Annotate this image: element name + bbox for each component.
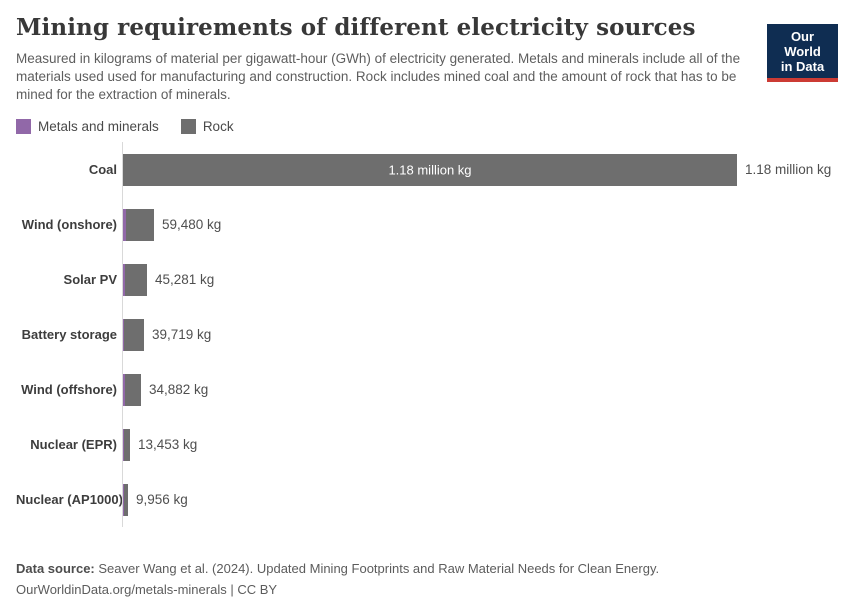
bar-wind-onshore[interactable] (123, 208, 154, 241)
bar-segment-metals[interactable] (123, 483, 124, 516)
category-label-wind-onshore: Wind (onshore) (21, 217, 117, 232)
chart-page: Mining requirements of different electri… (0, 14, 850, 597)
legend-label-rock: Rock (202, 119, 234, 134)
legend-item-metals: Metals and minerals (16, 119, 159, 134)
bar-segment-rock[interactable] (124, 483, 128, 516)
bar-zone: 9,956 kg (122, 472, 834, 527)
data-source-label: Data source: (16, 561, 95, 576)
owid-logo[interactable]: Our World in Data (767, 24, 838, 82)
bar-nuclear-epr[interactable] (123, 428, 130, 461)
bar-segment-metals[interactable] (123, 263, 125, 296)
chart-footer: Data source: Seaver Wang et al. (2024). … (16, 558, 659, 600)
bar-nuclear-ap1000[interactable] (123, 483, 128, 516)
bar-segment-metals[interactable] (123, 208, 126, 241)
chart-row-wind-offshore: Wind (offshore) 34,882 kg (16, 362, 834, 417)
value-label-nuclear-ap1000: 9,956 kg (136, 492, 188, 507)
chart-row-battery-storage: Battery storage 39,719 kg (16, 307, 834, 362)
bar-coal[interactable]: 1.18 million kg (123, 153, 737, 186)
category-label-wind-offshore: Wind (offshore) (21, 382, 117, 397)
bar-wind-offshore[interactable] (123, 373, 141, 406)
legend-label-metals: Metals and minerals (38, 119, 159, 134)
legend-item-rock: Rock (180, 119, 234, 134)
citation-line[interactable]: OurWorldinData.org/metals-minerals | CC … (16, 582, 278, 597)
bar-segment-rock[interactable] (123, 153, 737, 186)
data-source-line: Data source: Seaver Wang et al. (2024). … (16, 558, 659, 579)
bar-segment-rock[interactable] (124, 428, 130, 461)
owid-logo-line1: Our World (784, 29, 821, 59)
bar-segment-rock[interactable] (125, 263, 147, 296)
value-label-coal: 1.18 million kg (745, 162, 832, 177)
chart-subtitle: Measured in kilograms of material per gi… (16, 51, 741, 102)
category-label-nuclear-ap1000: Nuclear (AP1000) (16, 492, 123, 507)
page-title: Mining requirements of different electri… (16, 14, 696, 41)
value-label-nuclear-epr: 13,453 kg (138, 437, 198, 452)
bar-segment-metals[interactable] (123, 428, 124, 461)
bar-segment-rock[interactable] (125, 373, 141, 406)
value-label-wind-offshore: 34,882 kg (149, 382, 209, 397)
legend-swatch-rock-icon (180, 119, 196, 134)
bar-zone: 1.18 million kg 1.18 million kg (122, 142, 834, 197)
bar-zone: 13,453 kg (122, 417, 834, 472)
bar-segment-metals[interactable] (123, 318, 124, 351)
category-label-nuclear-epr: Nuclear (EPR) (30, 437, 117, 452)
bar-segment-metals[interactable] (123, 373, 125, 406)
bar-inside-value-label: 1.18 million kg (388, 162, 472, 177)
chart-row-nuclear-epr: Nuclear (EPR) 13,453 kg (16, 417, 834, 472)
category-label-coal: Coal (88, 162, 117, 177)
data-source-text: Seaver Wang et al. (2024). Updated Minin… (94, 561, 660, 576)
bar-chart: Coal 1.18 million kg 1.18 million kg Win… (16, 142, 834, 527)
legend-swatch-metals-icon (16, 119, 31, 134)
category-label-solar-pv: Solar PV (63, 272, 117, 287)
bar-solar-pv[interactable] (123, 263, 147, 296)
chart-row-solar-pv: Solar PV 45,281 kg (16, 252, 834, 307)
bar-zone: 45,281 kg (122, 252, 834, 307)
value-label-wind-onshore: 59,480 kg (162, 217, 222, 232)
owid-logo-line2: in Data (780, 59, 825, 74)
bar-battery-storage[interactable] (123, 318, 144, 351)
bar-segment-rock[interactable] (124, 318, 144, 351)
chart-row-coal: Coal 1.18 million kg 1.18 million kg (16, 142, 834, 197)
chart-row-nuclear-ap1000: Nuclear (AP1000) 9,956 kg (16, 472, 834, 527)
chart-row-wind-onshore: Wind (onshore) 59,480 kg (16, 197, 834, 252)
category-label-battery-storage: Battery storage (21, 327, 117, 342)
bar-zone: 34,882 kg (122, 362, 834, 417)
bar-zone: 39,719 kg (122, 307, 834, 362)
bar-zone: 59,480 kg (122, 197, 834, 252)
bar-segment-rock[interactable] (126, 208, 154, 241)
legend: Metals and minerals Rock (16, 119, 834, 134)
value-label-battery-storage: 39,719 kg (152, 327, 212, 342)
value-label-solar-pv: 45,281 kg (155, 272, 215, 287)
